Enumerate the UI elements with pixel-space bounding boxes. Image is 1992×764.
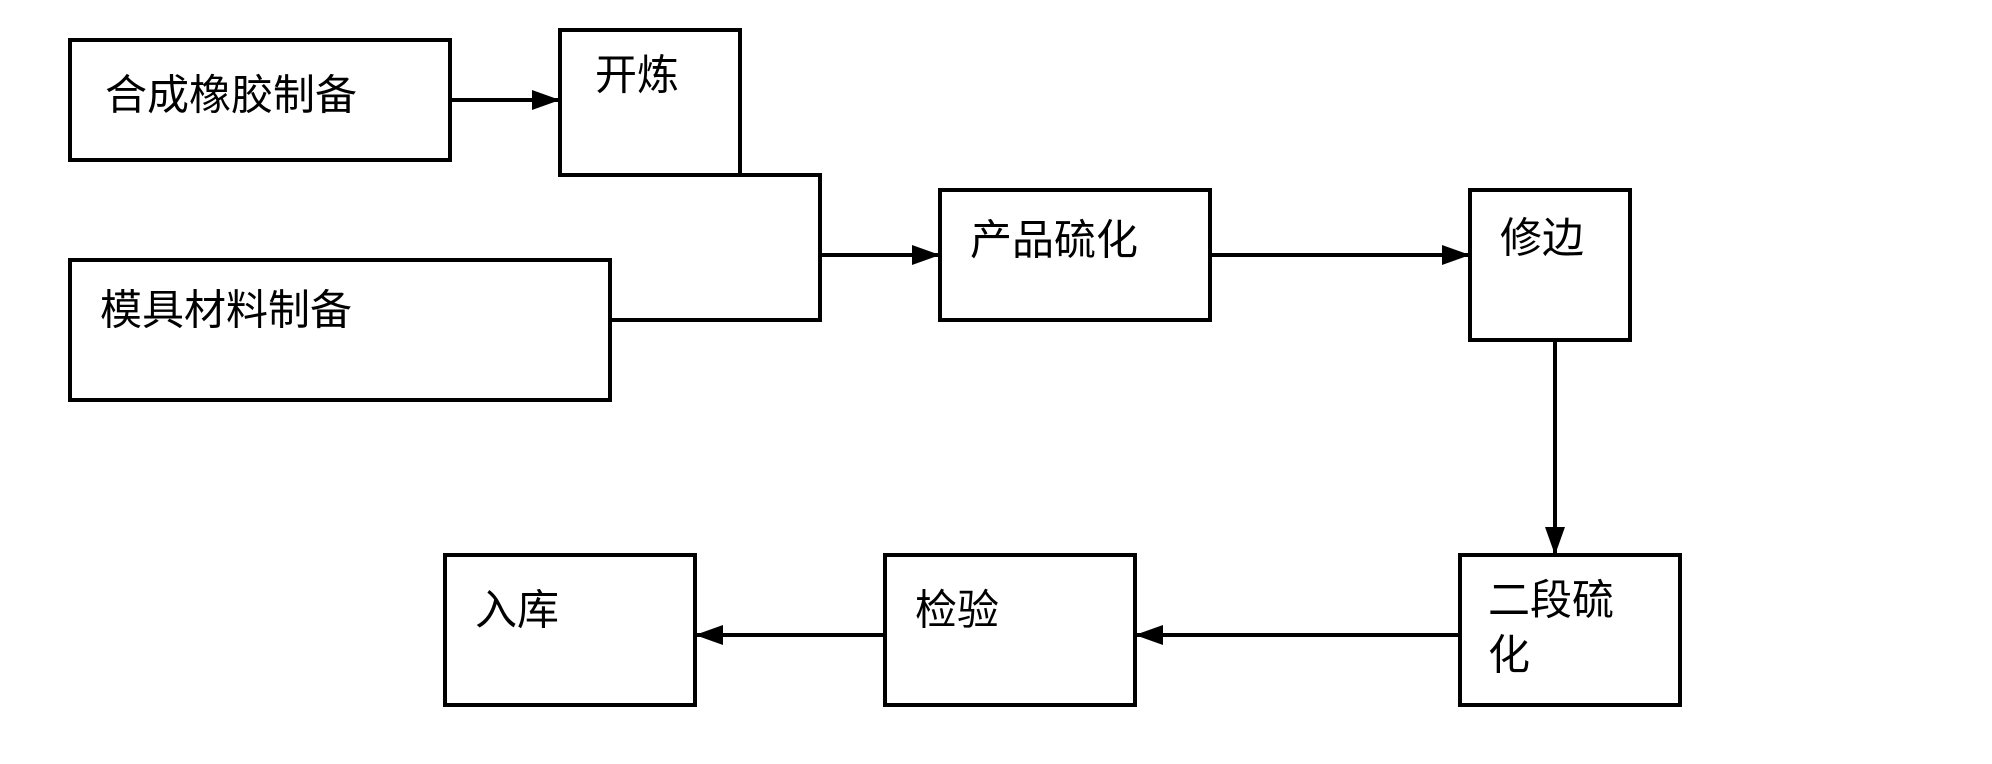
node-n8: 入库 [445,555,695,705]
node-box [1460,555,1680,705]
arrow-head [1545,527,1565,555]
node-label: 检验 [915,588,999,635]
node-label: 合成橡胶制备 [105,73,357,120]
flowchart-canvas: 合成橡胶制备 开炼模具材料制备 产品硫化 修边二段硫化 检验 入库 [0,0,1992,764]
node-n4: 产品硫化 [940,190,1210,320]
node-label: 开炼 [595,54,679,100]
arrow-head [1135,625,1163,645]
arrow-head [912,245,940,265]
node-n7: 检验 [885,555,1135,705]
node-label-line2: 化 [1488,634,1530,680]
node-box [560,30,740,175]
node-label: 修边 [1500,217,1584,263]
node-label: 二段硫 [1488,579,1614,625]
arrow-head [1442,245,1470,265]
arrow-head [695,625,723,645]
node-label: 产品硫化 [970,219,1138,265]
node-n5: 修边 [1470,190,1630,340]
node-n2: 开炼 [560,30,740,175]
node-n6: 二段硫化 [1460,555,1680,705]
node-n3: 模具材料制备 [70,260,610,400]
node-label: 模具材料制备 [100,289,352,335]
arrow-head [532,90,560,110]
node-box [1470,190,1630,340]
node-n1: 合成橡胶制备 [70,40,450,160]
edge-e2 [720,175,820,320]
edge-e3 [610,255,940,320]
node-label: 入库 [475,589,559,635]
